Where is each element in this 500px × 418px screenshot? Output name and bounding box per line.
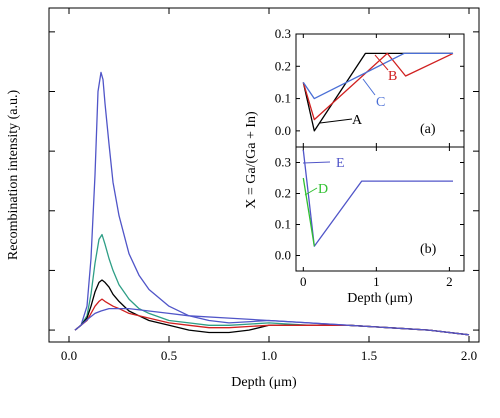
inset-x-tick-label: 1 [373,274,380,289]
main-y-axis-title: Recombination intensity (a.u.) [6,90,21,261]
inset-series-line-c [302,52,453,100]
label-c-leader [362,78,376,96]
inset-y-tick-label: 0.0 [275,248,291,263]
inset-a-panel-label: (a) [420,122,436,137]
inset-y-tick-label: 0.2 [275,58,291,73]
label-e-leader [302,161,331,164]
main-x-tick-label: 0.0 [61,348,77,363]
series-label-a: A [352,113,363,128]
inset-background [296,34,464,271]
inset-y-tick-label: 0.3 [275,26,291,41]
inset-b-frame [295,146,465,272]
main-series-line-4 [74,298,470,336]
inset-x-tick-label: 0 [300,274,307,289]
series-label-c: C [376,95,385,110]
main-x-tick-label: 0.5 [161,348,177,363]
series-label-b: B [388,69,397,84]
series-label-d: D [318,182,328,197]
main-ticks: 0.0 0.5 1.0 1.5 2.0 [49,8,479,363]
main-series [74,71,470,336]
label-d-leader [304,187,318,196]
inset-y-tick-label: 0.1 [275,91,291,106]
series-label-e: E [336,156,345,171]
inset-y-tick-label: 0.2 [275,186,291,201]
inset-y-tick-label: 0.1 [275,217,291,232]
inset-series-line-b [302,52,454,121]
inset-series-line-d [302,177,315,247]
label-a-leader [319,118,353,124]
main-x-tick-label: 1.5 [361,348,377,363]
main-x-tick-label: 1.0 [261,348,277,363]
main-series-line-5 [74,307,470,336]
inset-b-panel-label: (b) [420,242,437,257]
main-x-axis-title: Depth (μm) [231,375,297,390]
inset-y-tick-label: 0.0 [275,123,291,138]
main-x-tick-label: 2.0 [461,348,477,363]
main-axes [48,7,480,343]
inset-x-axis-title: Depth (μm) [347,291,413,306]
main-plot-frame [48,7,480,343]
inset-panel-b: 0.0 0.1 0.2 0.3 0 1 2 [275,146,465,289]
inset-y-axis-title: X = Ga/(Ga + In) [244,111,259,209]
inset-y-tick-label: 0.3 [275,155,291,170]
inset-series-line-e [302,150,453,247]
label-b-leader [374,54,389,71]
inset-x-tick-label: 2 [446,274,453,289]
